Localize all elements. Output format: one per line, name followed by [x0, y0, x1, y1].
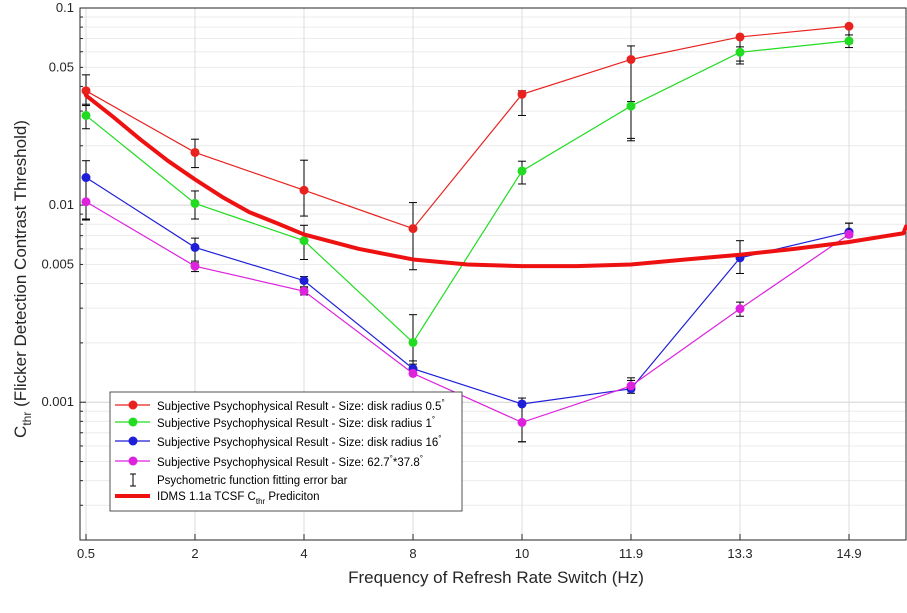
data-point-series-4: [735, 304, 745, 314]
data-point-series-1: [844, 21, 854, 31]
data-point-series-3: [190, 242, 200, 252]
data-point-series-1: [517, 89, 527, 99]
series-line-1: [85, 25, 850, 230]
x-tick-label: 14.9: [836, 546, 861, 561]
legend-markers: [115, 400, 150, 498]
legend-entry-series-3: Subjective Psychophysical Result - Size:…: [157, 434, 441, 449]
y-tick-label: 0.01: [49, 197, 74, 212]
x-tick-label: 11.9: [619, 546, 643, 561]
x-tick-label: 10: [515, 546, 529, 561]
data-point-series-2: [735, 47, 745, 57]
data-point-series-3: [299, 276, 309, 286]
legend-marker-series-1: [128, 400, 138, 410]
series-line-3: [85, 177, 850, 405]
legend-entry-series-1: Subjective Psychophysical Result - Size:…: [157, 398, 445, 413]
x-tick-label: 2: [191, 546, 198, 561]
legend-marker-series-2: [128, 417, 138, 427]
data-point-series-1: [190, 147, 200, 157]
y-tick-label: 0.05: [49, 59, 74, 74]
tick-labels: 0.5 2 4 8 10 11.9 13.3 14.9 0.1 0.05 0.01 0.005 0.00…: [41, 0, 861, 561]
data-point-series-2: [517, 166, 527, 176]
legend-marker-series-4: [128, 456, 138, 466]
data-point-series-4: [299, 286, 309, 296]
plot-area-border: [79, 7, 907, 541]
x-tick-label: 0.5: [77, 546, 95, 561]
legend-entry-model-curve: IDMS 1.1a TCSF Cthr Prediciton: [157, 491, 320, 506]
legend-entry-series-4: Subjective Psychophysical Result - Size:…: [157, 454, 423, 469]
series-line-2: [85, 40, 850, 344]
legend-entry-error-bar: Psychometric function fitting error bar: [157, 475, 348, 487]
legend-box: [109, 391, 463, 512]
data-point-series-1: [735, 32, 745, 42]
data-point-series-1: [626, 54, 636, 64]
legend: Subjective Psychophysical Result - Size:…: [109, 391, 463, 512]
data-point-series-4: [844, 229, 854, 239]
legend-entry-series-2: Subjective Psychophysical Result - Size:…: [157, 415, 435, 430]
data-point-series-3: [517, 399, 527, 409]
x-tick-label: 4: [300, 546, 307, 561]
data-point-series-2: [190, 198, 200, 208]
y-tick-label: 0.001: [41, 394, 74, 409]
data-point-series-4: [626, 381, 636, 391]
x-axis-title: Frequency of Refresh Rate Switch (Hz): [348, 568, 644, 587]
data-point-series-4: [408, 368, 418, 378]
y-tick-label: 0.1: [56, 0, 74, 15]
data-point-series-2: [844, 36, 854, 46]
data-point-series-4: [517, 417, 527, 427]
legend-marker-series-3: [128, 436, 138, 446]
data-point-series-3: [81, 173, 91, 183]
data-point-series-2: [81, 110, 91, 120]
data-series: [81, 21, 907, 443]
y-tick-label: 0.005: [41, 256, 74, 271]
data-point-series-4: [81, 197, 91, 207]
data-point-series-1: [408, 224, 418, 234]
data-point-series-1: [81, 86, 91, 96]
data-point-series-4: [190, 261, 200, 271]
series-line-4: [85, 201, 850, 424]
y-axis-title: Cthr (Flicker Detection Contrast Thresho…: [11, 120, 34, 438]
data-point-series-1: [299, 185, 309, 195]
data-point-series-2: [299, 236, 309, 246]
model-prediction-curve: [84, 93, 907, 269]
data-point-series-2: [626, 101, 636, 111]
x-tick-label: 13.3: [727, 546, 752, 561]
x-tick-label: 8: [409, 546, 416, 561]
data-point-series-2: [408, 337, 418, 347]
